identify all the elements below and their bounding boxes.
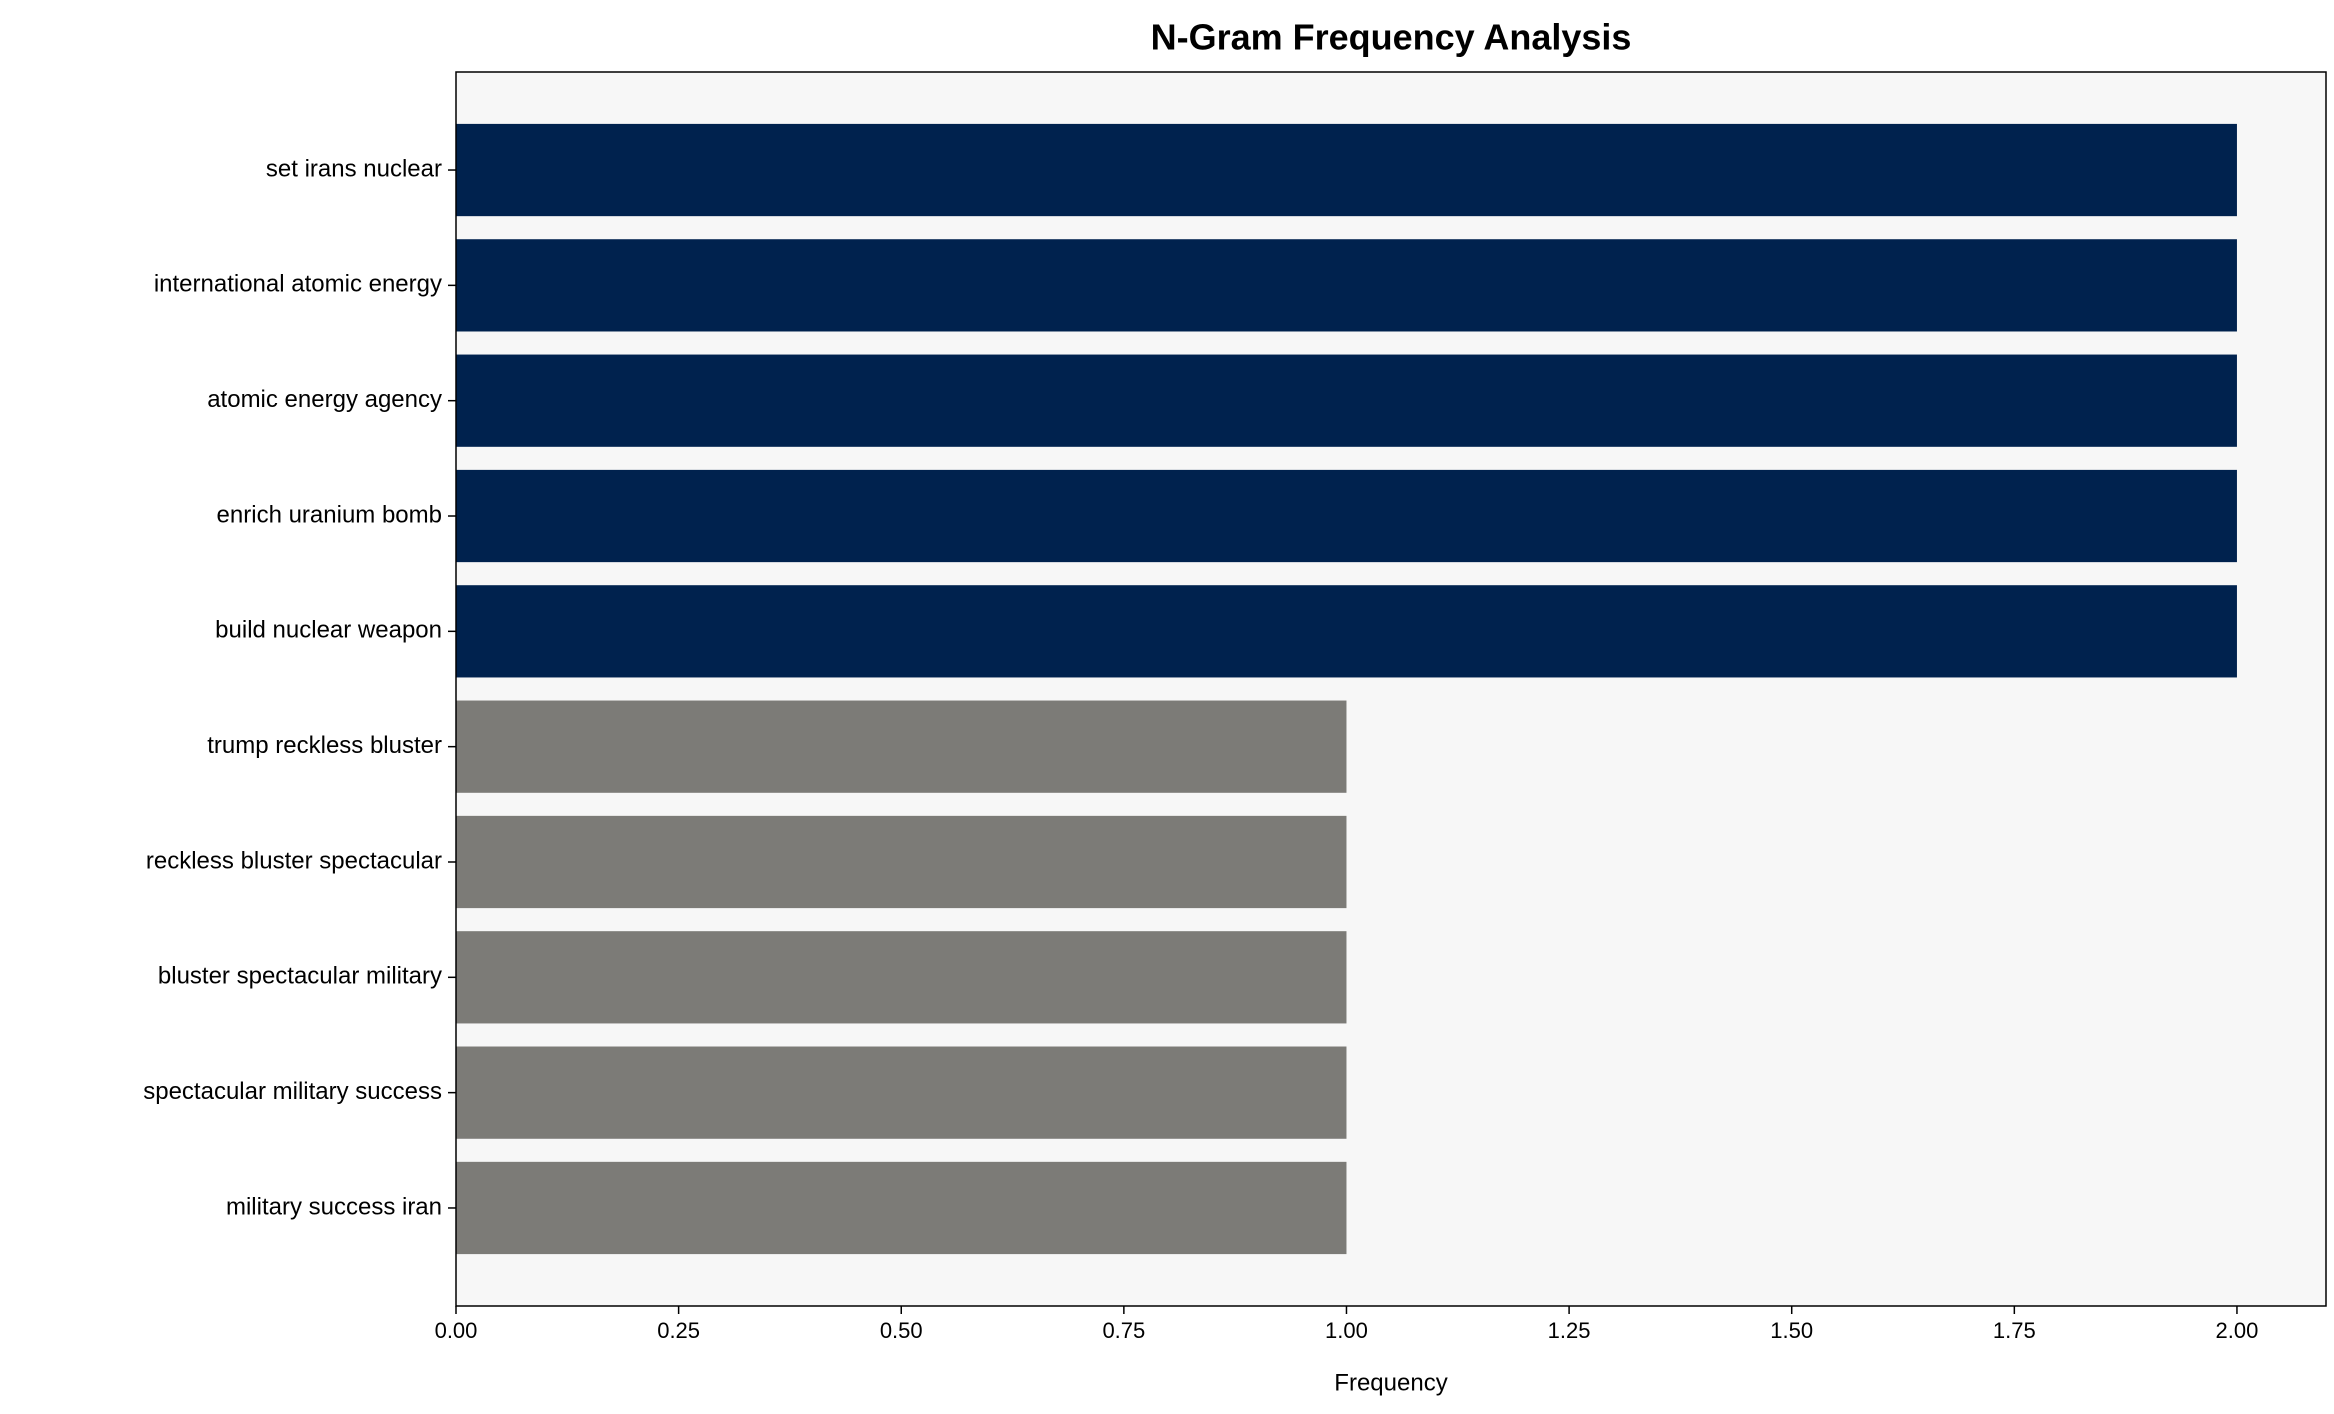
bar <box>456 469 2237 563</box>
x-tick-label: 1.00 <box>1325 1318 1368 1343</box>
bar <box>456 239 2237 332</box>
bar <box>456 700 1347 793</box>
x-tick-label: 0.75 <box>1102 1318 1145 1343</box>
y-tick-label: set irans nuclear <box>266 155 442 182</box>
y-tick-label: atomic energy agency <box>207 386 442 413</box>
bar <box>456 123 2237 217</box>
y-tick-label: enrich uranium bomb <box>217 501 442 528</box>
x-tick-label: 2.00 <box>2216 1318 2259 1343</box>
bar <box>456 815 1347 909</box>
bar <box>456 1046 1347 1139</box>
y-tick-label: trump reckless bluster <box>207 732 442 759</box>
bar <box>456 354 2237 447</box>
x-tick-label: 0.25 <box>657 1318 700 1343</box>
x-tick-label: 0.00 <box>435 1318 478 1343</box>
x-tick-label: 0.50 <box>880 1318 923 1343</box>
y-tick-label: international atomic energy <box>154 271 442 298</box>
x-tick-label: 1.50 <box>1770 1318 1813 1343</box>
y-tick-label: military success iran <box>226 1193 442 1220</box>
bar <box>456 931 1347 1024</box>
plot-frame <box>455 71 2327 1307</box>
x-tick-label: 1.75 <box>1993 1318 2036 1343</box>
y-tick-label: bluster spectacular military <box>158 963 442 990</box>
y-tick-label: spectacular military success <box>143 1078 442 1105</box>
y-tick-label: build nuclear weapon <box>215 617 442 644</box>
x-tick-label: 1.25 <box>1548 1318 1591 1343</box>
chart-title: N-Gram Frequency Analysis <box>1151 17 1632 58</box>
y-tick-label: reckless bluster spectacular <box>146 847 442 874</box>
bar <box>456 585 2237 678</box>
bar <box>456 1161 1347 1255</box>
x-axis-label: Frequency <box>1334 1369 1447 1396</box>
